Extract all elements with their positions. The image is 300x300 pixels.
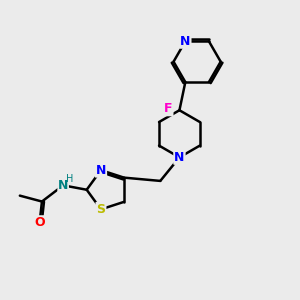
Text: O: O: [34, 216, 45, 229]
Text: F: F: [164, 102, 172, 115]
Text: N: N: [180, 35, 190, 48]
Text: N: N: [96, 164, 106, 177]
Text: N: N: [58, 179, 68, 192]
Text: N: N: [174, 151, 184, 164]
Text: H: H: [66, 174, 73, 184]
Text: S: S: [96, 203, 105, 216]
